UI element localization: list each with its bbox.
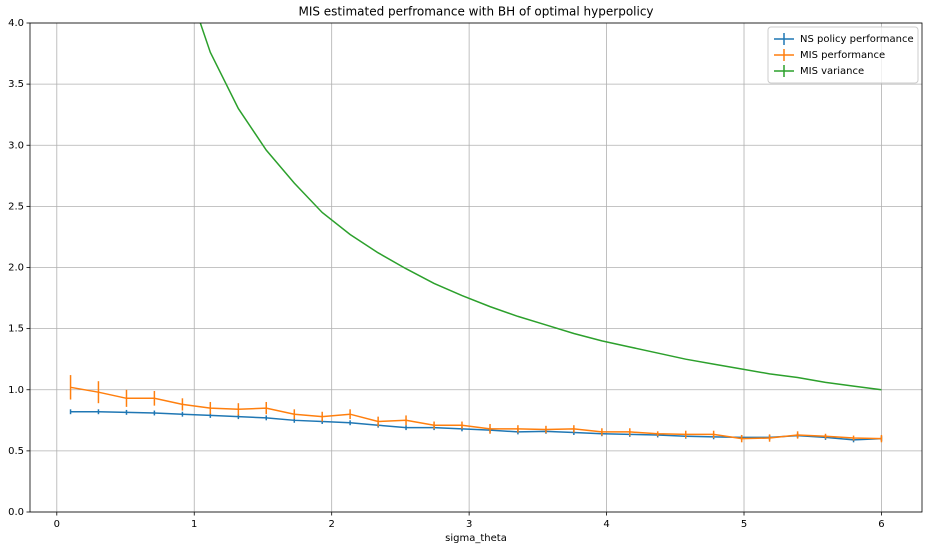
y-tick-label: 1.5 [8,324,24,335]
legend-label: MIS performance [800,50,885,61]
axes-frame [29,22,923,513]
y-tick-label: 4.0 [8,18,24,29]
chart-title: MIS estimated perfromance with BH of opt… [298,5,653,19]
series-line [199,23,882,391]
y-tick-label: 2.5 [8,201,24,212]
y-tick-label: 3.0 [8,140,24,151]
y-tick-label: 0.5 [8,446,24,457]
x-tick-label: 3 [466,519,472,530]
series-line [70,411,882,441]
x-tick-label: 0 [54,519,60,530]
x-tick-label: 2 [328,519,334,530]
y-tick-label: 3.5 [8,79,24,90]
y-tick-label: 0.0 [8,507,24,518]
legend-label: MIS variance [800,66,864,77]
x-tick-label: 5 [741,519,747,530]
y-tick-label: 1.0 [8,385,24,396]
legend-label: NS policy performance [800,34,914,45]
x-tick-label: 1 [191,519,197,530]
y-tick-label: 2.0 [8,263,24,274]
series-line [70,386,882,440]
x-axis-label: sigma_theta [445,533,507,544]
x-tick-label: 4 [603,519,609,530]
legend-box [767,26,919,84]
plot-clip [69,23,883,443]
x-tick-label: 6 [878,519,884,530]
